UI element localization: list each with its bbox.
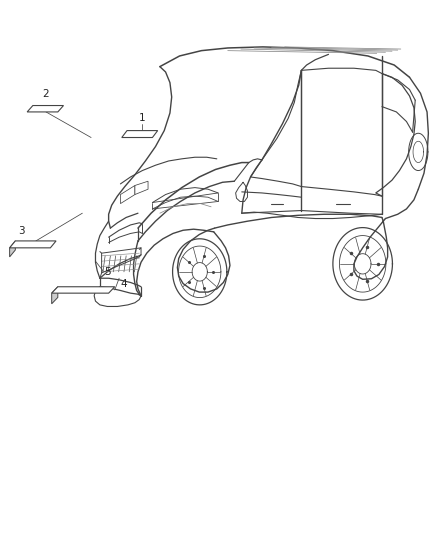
- Polygon shape: [10, 241, 15, 257]
- Polygon shape: [52, 287, 115, 293]
- Text: 5: 5: [104, 267, 111, 277]
- Text: 4: 4: [120, 279, 127, 288]
- Polygon shape: [52, 287, 58, 304]
- Polygon shape: [10, 241, 56, 248]
- Polygon shape: [135, 181, 148, 195]
- Polygon shape: [120, 185, 135, 204]
- Text: 1: 1: [139, 112, 146, 123]
- Text: 3: 3: [18, 225, 25, 236]
- Polygon shape: [27, 106, 64, 112]
- Polygon shape: [122, 131, 158, 138]
- Text: 2: 2: [42, 88, 49, 99]
